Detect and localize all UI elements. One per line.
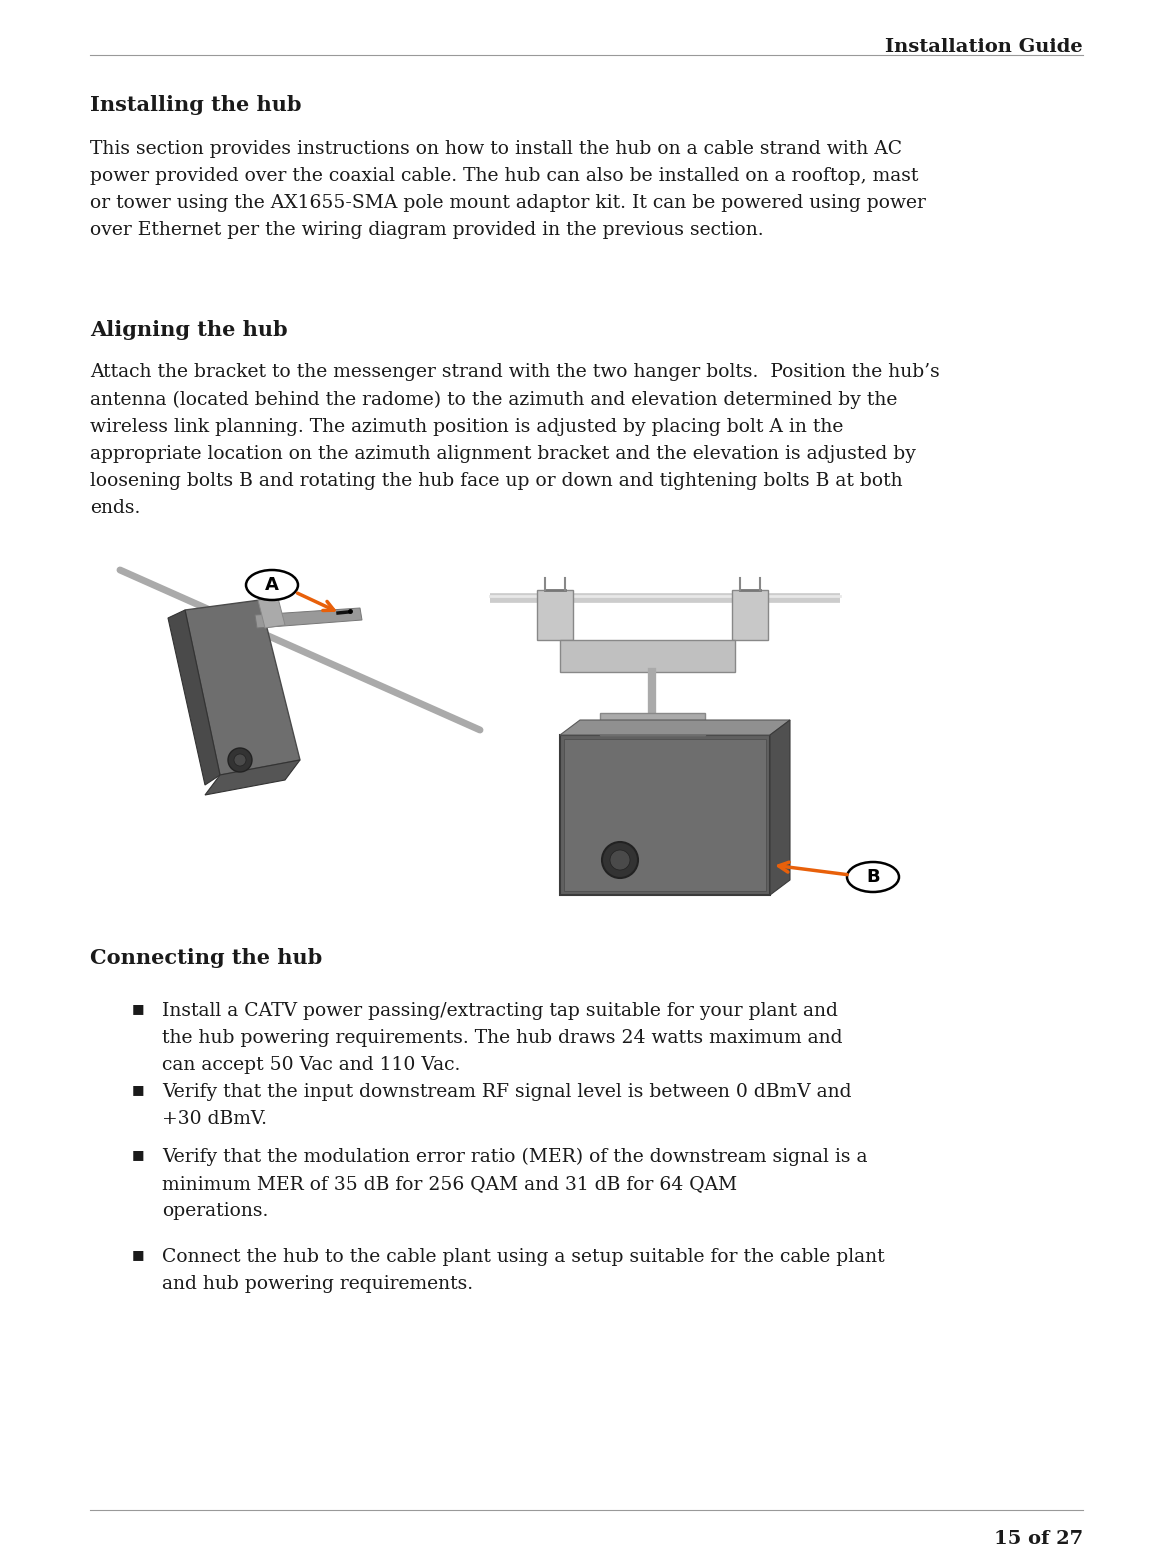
- Polygon shape: [185, 601, 300, 776]
- Text: ■: ■: [131, 1149, 144, 1161]
- Polygon shape: [769, 720, 789, 895]
- Text: Aligning the hub: Aligning the hub: [90, 320, 287, 341]
- Polygon shape: [168, 610, 221, 785]
- Text: Installation Guide: Installation Guide: [886, 39, 1083, 56]
- Text: Verify that the input downstream RF signal level is between 0 dBmV and
+30 dBmV.: Verify that the input downstream RF sign…: [162, 1084, 852, 1128]
- Polygon shape: [560, 720, 789, 735]
- Polygon shape: [258, 598, 285, 628]
- Ellipse shape: [847, 862, 899, 892]
- Text: ■: ■: [131, 1248, 144, 1262]
- Text: A: A: [265, 576, 279, 594]
- Text: Connect the hub to the cable plant using a setup suitable for the cable plant
an: Connect the hub to the cable plant using…: [162, 1248, 884, 1293]
- Circle shape: [233, 754, 246, 766]
- Text: B: B: [866, 868, 880, 885]
- FancyBboxPatch shape: [537, 590, 572, 639]
- Text: Install a CATV power passing/extracting tap suitable for your plant and
the hub : Install a CATV power passing/extracting …: [162, 1002, 842, 1074]
- Ellipse shape: [246, 570, 298, 601]
- Text: This section provides instructions on how to install the hub on a cable strand w: This section provides instructions on ho…: [90, 139, 925, 240]
- FancyBboxPatch shape: [732, 590, 768, 639]
- Text: 15 of 27: 15 of 27: [994, 1529, 1083, 1548]
- Polygon shape: [255, 608, 362, 628]
- Circle shape: [610, 850, 630, 870]
- FancyBboxPatch shape: [601, 714, 705, 735]
- Text: Attach the bracket to the messenger strand with the two hanger bolts.  Position : Attach the bracket to the messenger stra…: [90, 362, 940, 517]
- Circle shape: [602, 842, 638, 878]
- Circle shape: [228, 748, 252, 772]
- Text: Verify that the modulation error ratio (MER) of the downstream signal is a
minim: Verify that the modulation error ratio (…: [162, 1149, 868, 1220]
- FancyBboxPatch shape: [560, 639, 735, 672]
- Text: Installing the hub: Installing the hub: [90, 94, 301, 115]
- Text: ■: ■: [131, 1084, 144, 1096]
- Polygon shape: [205, 760, 300, 796]
- Text: ■: ■: [131, 1002, 144, 1015]
- Text: Connecting the hub: Connecting the hub: [90, 947, 323, 968]
- FancyBboxPatch shape: [560, 735, 769, 895]
- FancyBboxPatch shape: [564, 738, 766, 892]
